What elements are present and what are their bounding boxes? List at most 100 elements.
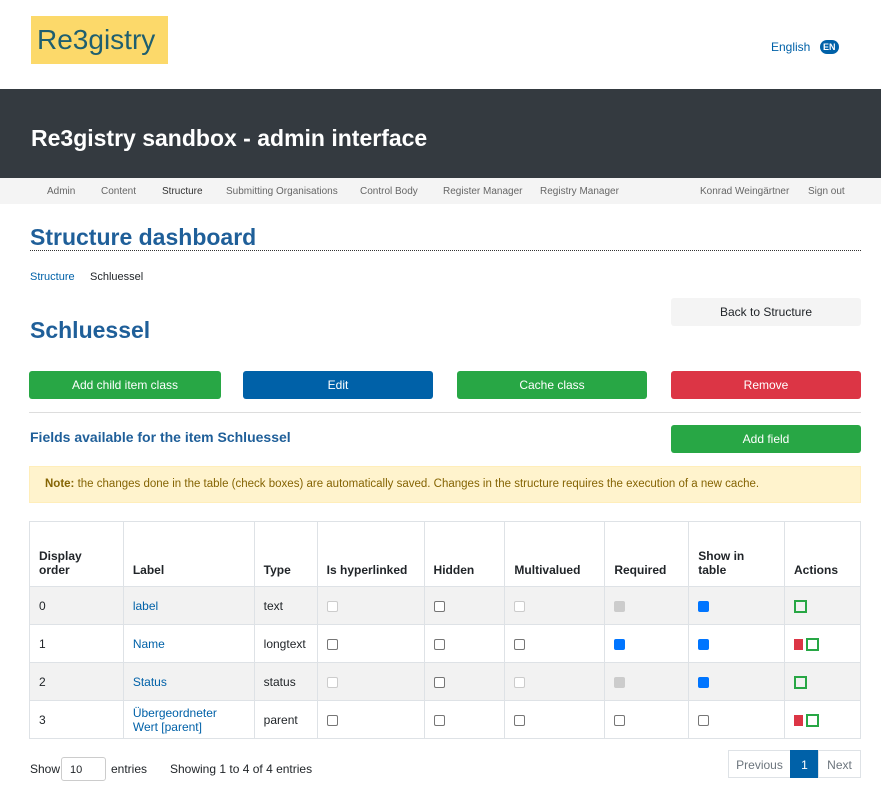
actions	[784, 624, 861, 663]
checkbox[interactable]	[614, 714, 626, 726]
checkbox	[514, 600, 526, 612]
check-cell	[504, 700, 606, 739]
check-cell	[688, 662, 785, 701]
checkbox	[514, 676, 526, 688]
check-cell	[604, 662, 690, 701]
check-cell	[604, 700, 690, 739]
table-row: 0 label text	[29, 586, 861, 625]
check-cell	[604, 624, 690, 663]
checkbox[interactable]	[614, 638, 626, 650]
check-cell	[688, 700, 785, 739]
table-row: 3 Übergeordneter Wert [parent] parent	[29, 700, 861, 739]
field-label[interactable]: Status	[132, 674, 167, 689]
table-row: 2 Status status	[29, 662, 861, 701]
column-header[interactable]: Type	[253, 521, 318, 587]
breadcrumb-link[interactable]: Structure	[30, 271, 75, 283]
checkbox[interactable]	[326, 714, 338, 726]
next[interactable]: Next	[818, 750, 861, 778]
check-cell	[423, 624, 506, 663]
column-header[interactable]: Is hyperlinked	[316, 521, 425, 587]
add-child-button[interactable]: Add child item class	[29, 371, 221, 399]
checkbox[interactable]	[698, 600, 710, 612]
column-header[interactable]: Show in table	[688, 521, 785, 587]
checkbox[interactable]	[698, 638, 710, 650]
remove-button[interactable]: Remove	[671, 371, 861, 399]
nav-item[interactable]: Control Body	[360, 186, 418, 197]
column-header[interactable]: Actions	[784, 521, 861, 587]
item-title: Schluessel	[30, 317, 151, 343]
checkbox	[614, 600, 626, 612]
label-cell: Übergeordneter Wert [parent]	[122, 700, 255, 739]
column-header[interactable]: Label	[122, 521, 255, 587]
breadcrumb-current: Schluessel	[90, 271, 144, 283]
note-label: Note:	[45, 478, 75, 490]
check-cell	[423, 662, 506, 701]
logo[interactable]: Re3gistry	[31, 16, 168, 64]
add-field-button[interactable]: Add field	[671, 425, 861, 453]
nav-item[interactable]: Admin	[47, 186, 76, 197]
previous[interactable]: Previous	[728, 750, 791, 778]
table-info: Showing 1 to 4 of 4 entries	[170, 762, 313, 776]
edit-icon[interactable]	[794, 599, 807, 613]
check-cell	[688, 624, 785, 663]
checkbox[interactable]	[698, 676, 710, 688]
column-header[interactable]: Display order	[29, 521, 124, 587]
checkbox[interactable]	[433, 600, 445, 612]
page-title: Structure dashboard	[30, 224, 257, 250]
cache-button[interactable]: Cache class	[457, 371, 647, 399]
checkbox[interactable]	[698, 714, 710, 726]
user[interactable]: Konrad Weingärtner	[700, 186, 790, 197]
delete-icon[interactable]	[794, 714, 803, 726]
check-cell	[504, 586, 606, 625]
table-row: 1 Name longtext	[29, 624, 861, 663]
checkbox[interactable]	[433, 714, 445, 726]
display-order: 1	[29, 624, 124, 663]
nav-item[interactable]: Registry Manager	[540, 186, 619, 197]
checkbox[interactable]	[326, 638, 338, 650]
checkbox[interactable]	[514, 638, 526, 650]
column-header[interactable]: Hidden	[423, 521, 506, 587]
language-code[interactable]: EN	[820, 40, 839, 54]
column-header[interactable]: Required	[604, 521, 690, 587]
checkbox[interactable]	[433, 676, 445, 688]
actions	[784, 700, 861, 739]
nav-item[interactable]: Submitting Organisations	[226, 186, 338, 197]
back-button[interactable]: Back to Structure	[671, 298, 861, 326]
actions	[784, 586, 861, 625]
column-header[interactable]: Multivalued	[504, 521, 606, 587]
note-text: the changes done in the table (check box…	[77, 478, 760, 490]
actions	[784, 662, 861, 701]
sign-out[interactable]: Sign out	[808, 186, 845, 197]
length-select[interactable]: 10	[61, 757, 106, 781]
checkbox[interactable]	[433, 638, 445, 650]
edit-icon[interactable]	[806, 637, 819, 651]
nav-item[interactable]: Structure	[162, 186, 203, 197]
field-label[interactable]: Name	[132, 636, 165, 651]
display-order: 3	[29, 700, 124, 739]
check-cell	[423, 700, 506, 739]
nav-bar: Konrad Weingärtner Sign out Admin Content…	[0, 178, 881, 204]
language[interactable]: English	[771, 40, 811, 54]
nav-item[interactable]: Content	[101, 186, 137, 197]
checkbox[interactable]	[514, 714, 526, 726]
nav-item[interactable]: Register Manager	[443, 186, 523, 197]
check-cell	[423, 586, 506, 625]
label-cell: Name	[122, 624, 255, 663]
display-order: 2	[29, 662, 124, 701]
edit-icon[interactable]	[794, 675, 807, 689]
check-cell	[316, 662, 425, 701]
check-cell	[504, 624, 606, 663]
check-cell	[316, 586, 425, 625]
page-number[interactable]: 1	[790, 750, 819, 778]
edit-button[interactable]: Edit	[243, 371, 433, 399]
checkbox	[614, 676, 626, 688]
field-label[interactable]: label	[132, 598, 159, 613]
field-label[interactable]: Übergeordneter Wert [parent]	[132, 705, 217, 734]
divider	[29, 412, 861, 413]
edit-icon[interactable]	[806, 713, 819, 727]
checkbox	[326, 676, 338, 688]
type: status	[253, 662, 318, 701]
delete-icon[interactable]	[794, 638, 803, 650]
